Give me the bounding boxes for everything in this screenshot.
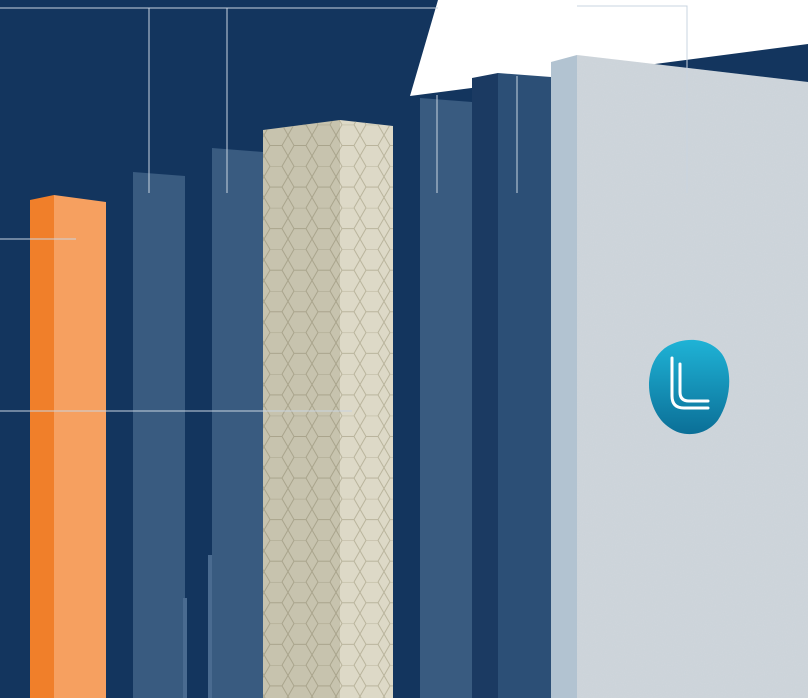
orange-panel [30,195,106,698]
blue-panel-3-face [420,98,472,698]
blue-panel-3 [420,98,472,698]
stacked-l-logo-icon [648,339,730,435]
blue-panel-4-face [498,73,551,698]
leader-line-stone [577,5,688,193]
blue-panel-1 [133,172,187,698]
leader-lines [0,5,688,412]
blue-panel-2 [208,148,263,698]
blue-panel-4-side [472,73,498,698]
orange-panel-side [30,195,54,698]
blue-panel-2-face [212,148,263,698]
white-sheet [410,0,808,96]
blue-panel-1-face [133,172,185,698]
stone-panel-side [551,55,577,698]
orange-panel-face [54,195,106,698]
honeycomb-panel [263,120,393,698]
blue-panel-4 [472,73,551,698]
